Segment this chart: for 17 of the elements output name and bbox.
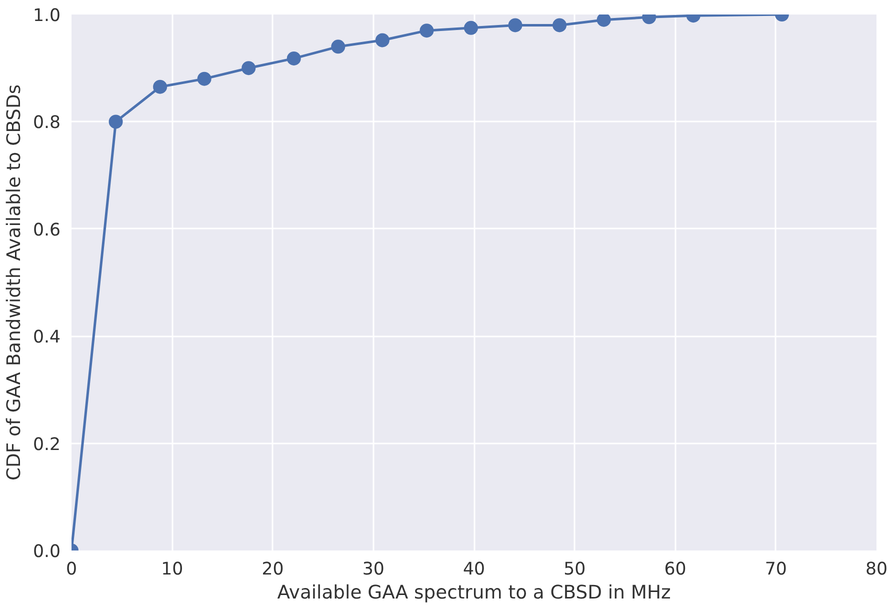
x-tick-label: 80 — [865, 560, 888, 580]
x-tick-label: 70 — [764, 560, 787, 580]
x-tick-label: 40 — [462, 560, 486, 580]
x-axis-title: Available GAA spectrum to a CBSD in MHz — [277, 582, 671, 604]
y-tick-label: 0.4 — [32, 328, 61, 348]
x-tick-label: 60 — [664, 560, 686, 580]
y-tick-label: 0.6 — [32, 220, 61, 240]
x-tick-label: 30 — [362, 560, 384, 580]
x-tick-label: 10 — [161, 560, 184, 580]
y-tick-label: 0.0 — [32, 542, 61, 562]
x-tick-label: 0 — [66, 560, 78, 580]
y-tick-label: 0.8 — [32, 113, 61, 134]
y-tick-label: 1.0 — [32, 6, 61, 26]
x-tick-label: 20 — [262, 560, 284, 580]
x-tick-label: 50 — [564, 560, 586, 580]
y-tick-label: 0.2 — [32, 434, 61, 455]
y-axis-title: CDF of GAA Bandwidth Available to CBSDs — [4, 84, 25, 481]
